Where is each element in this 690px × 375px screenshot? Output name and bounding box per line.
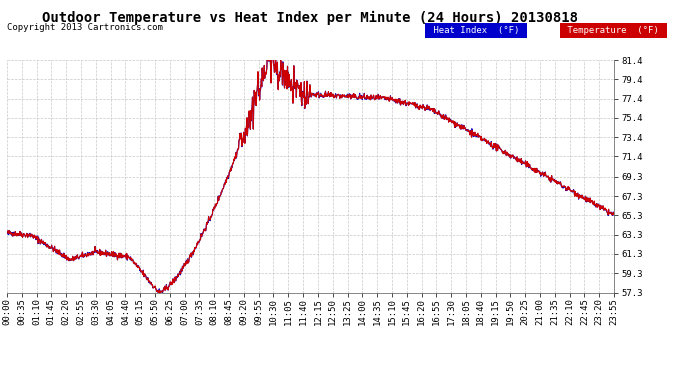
Text: Outdoor Temperature vs Heat Index per Minute (24 Hours) 20130818: Outdoor Temperature vs Heat Index per Mi… bbox=[43, 11, 578, 26]
Text: Temperature  (°F): Temperature (°F) bbox=[562, 26, 664, 35]
Text: Copyright 2013 Cartronics.com: Copyright 2013 Cartronics.com bbox=[7, 22, 163, 32]
Text: Heat Index  (°F): Heat Index (°F) bbox=[428, 26, 524, 35]
